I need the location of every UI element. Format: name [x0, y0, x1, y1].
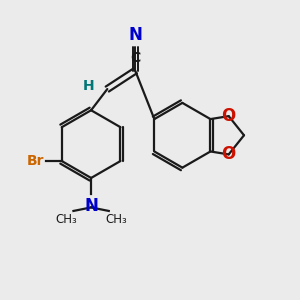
Text: Br: Br: [27, 154, 45, 168]
Text: CH₃: CH₃: [55, 213, 77, 226]
Text: N: N: [128, 26, 142, 44]
Text: H: H: [82, 79, 94, 92]
Text: C: C: [131, 50, 141, 64]
Text: N: N: [84, 197, 98, 215]
Text: CH₃: CH₃: [105, 213, 127, 226]
Text: O: O: [222, 146, 236, 164]
Text: O: O: [222, 107, 236, 125]
